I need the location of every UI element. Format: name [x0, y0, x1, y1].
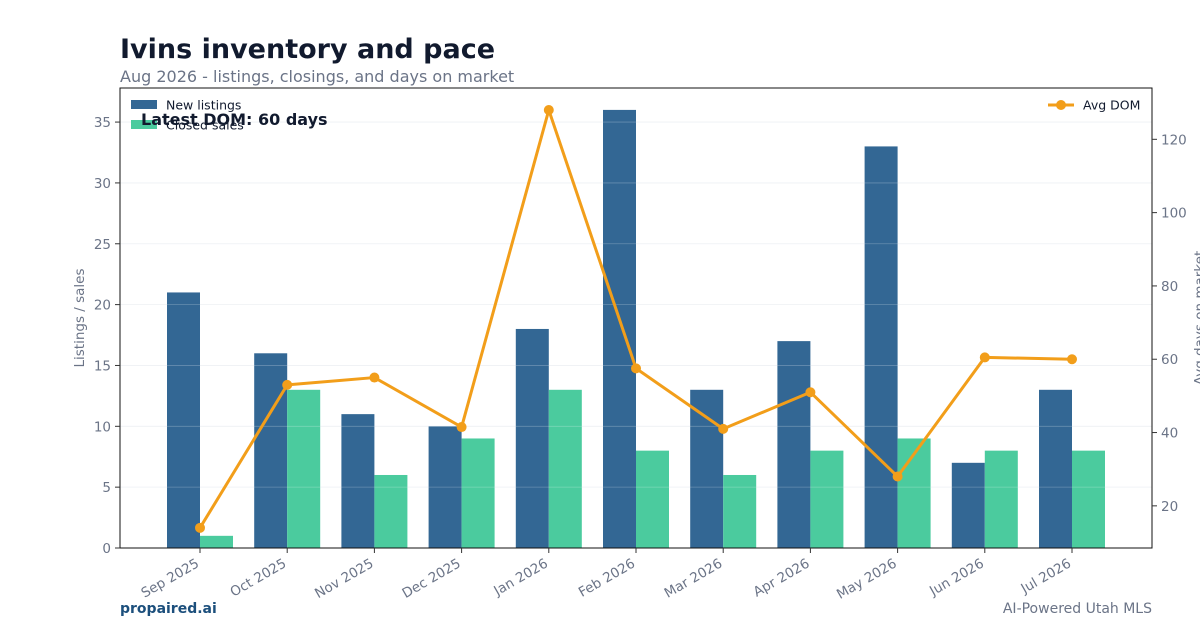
legend-marker-avg-dom	[1056, 100, 1066, 110]
annotation-latest-dom: Latest DOM: 60 days	[141, 110, 328, 129]
point-avg-dom	[282, 379, 293, 390]
y-tick-label: 10	[94, 419, 111, 435]
legend-label-avg-dom: Avg DOM	[1083, 98, 1140, 113]
x-tick-label: Nov 2025	[312, 556, 376, 602]
bar-closed-sales	[548, 389, 582, 548]
bar-closed-sales	[1072, 450, 1105, 548]
bar-closed-sales	[723, 474, 757, 548]
bar-closed-sales	[200, 535, 233, 548]
y2-tick-label: 20	[1161, 499, 1178, 515]
y2-tick-label: 40	[1161, 426, 1178, 442]
y-tick-label: 25	[94, 237, 111, 253]
bar-new-listings	[777, 341, 811, 548]
y2-tick-label: 60	[1161, 352, 1178, 368]
bar-closed-sales	[374, 474, 408, 548]
bar-closed-sales	[897, 438, 931, 548]
x-tick-label: Oct 2025	[228, 556, 290, 601]
y2-tick-label: 80	[1161, 279, 1178, 295]
y-tick-label: 15	[94, 358, 111, 374]
bar-closed-sales	[810, 450, 844, 548]
footer-tagline: AI-Powered Utah MLS	[1002, 601, 1152, 617]
bar-new-listings	[603, 109, 636, 549]
point-avg-dom	[543, 104, 554, 115]
bar-new-listings	[515, 328, 549, 548]
x-tick-label: Mar 2026	[662, 556, 726, 602]
chart-subtitle: Aug 2026 - listings, closings, and days …	[120, 67, 515, 86]
legend-label-closed-sales: Closed sales	[166, 118, 244, 133]
point-avg-dom	[195, 522, 205, 533]
bar-new-listings	[951, 462, 985, 548]
bar-new-listings	[428, 426, 462, 548]
y-axis-label: Listings / sales	[72, 268, 88, 367]
y-tick-label: 20	[94, 298, 111, 314]
bar-new-listings	[864, 146, 898, 548]
x-tick-label: Sep 2025	[138, 556, 202, 602]
point-avg-dom	[805, 387, 816, 398]
bar-closed-sales	[984, 450, 1018, 548]
bar-new-listings	[690, 389, 724, 548]
x-tick-label: Jul 2026	[1018, 556, 1074, 598]
legend-swatch-closed-sales	[131, 120, 157, 129]
brand-name: propaired.ai	[120, 601, 217, 617]
y-tick-label: 30	[94, 176, 111, 192]
x-tick-label: Apr 2026	[751, 556, 813, 601]
point-avg-dom	[892, 471, 903, 482]
x-tick-label: Jan 2026	[490, 556, 550, 600]
point-avg-dom	[631, 363, 641, 374]
bar-closed-sales	[287, 389, 321, 548]
point-avg-dom	[718, 423, 729, 434]
point-avg-dom	[369, 372, 380, 383]
x-tick-label: May 2026	[834, 556, 900, 603]
x-tick-label: Feb 2026	[576, 556, 638, 601]
bar-new-listings	[1039, 389, 1072, 548]
bar-new-listings	[254, 353, 288, 548]
bar-closed-sales	[461, 438, 495, 548]
point-avg-dom	[979, 352, 990, 363]
x-tick-label: Jun 2026	[926, 556, 987, 600]
bar-closed-sales	[636, 450, 669, 548]
y2-tick-label: 100	[1161, 206, 1187, 222]
point-avg-dom	[1067, 354, 1077, 365]
legend-swatch-new-listings	[131, 100, 157, 109]
y2-axis-label: Avg days on market	[1192, 251, 1200, 385]
y-tick-label: 5	[102, 480, 111, 496]
bar-new-listings	[167, 292, 200, 548]
y-tick-label: 35	[94, 115, 111, 131]
x-tick-label: Dec 2025	[399, 556, 463, 602]
bar-new-listings	[341, 414, 375, 548]
legend-label-new-listings: New listings	[166, 98, 241, 113]
point-avg-dom	[456, 422, 467, 433]
y-tick-label: 0	[102, 541, 111, 557]
y2-tick-label: 120	[1161, 132, 1187, 148]
chart-title: Ivins inventory and pace	[120, 34, 496, 65]
